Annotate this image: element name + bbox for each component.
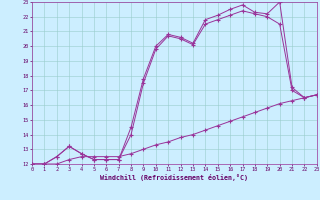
- X-axis label: Windchill (Refroidissement éolien,°C): Windchill (Refroidissement éolien,°C): [100, 174, 248, 181]
